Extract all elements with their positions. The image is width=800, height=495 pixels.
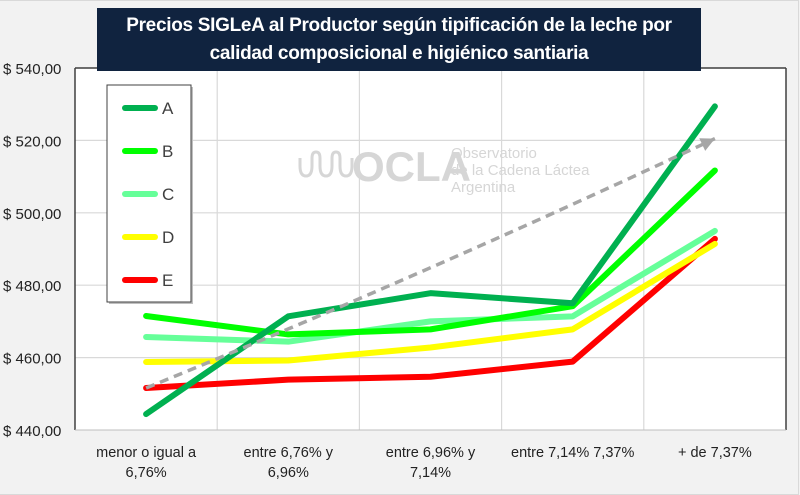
- trendline: [145, 137, 716, 390]
- watermark-line-1: Observatorio: [451, 145, 537, 162]
- y-tick-label: $ 480,00: [3, 278, 61, 295]
- y-axis-ticks: $ 440,00 $ 460,00 $ 480,00 $ 500,00 $ 520,00…: [3, 61, 61, 440]
- y-tick-label: $ 500,00: [3, 206, 61, 223]
- chart-title-line-2: calidad composicional e higiénico santia…: [209, 43, 589, 64]
- x-tick-label: 6,76%: [126, 465, 167, 481]
- x-tick-label: entre 6,96% y: [386, 445, 476, 461]
- y-tick-label: $ 440,00: [3, 423, 61, 440]
- x-tick-label: 6,96%: [268, 465, 309, 481]
- legend: A B C D E: [106, 84, 193, 304]
- series-line-d: [143, 240, 718, 365]
- legend-label-c: C: [162, 185, 174, 204]
- x-tick-label: entre 6,76% y: [244, 445, 334, 461]
- trendline-arrow-icon: [699, 138, 715, 151]
- y-tick-label: $ 460,00: [3, 351, 61, 368]
- series-layer: [143, 103, 718, 418]
- trendline-layer: [145, 137, 716, 390]
- watermark-line-3: Argentina: [451, 179, 516, 196]
- legend-label-b: B: [162, 142, 173, 161]
- legend-label-d: D: [162, 228, 174, 247]
- ocla-wave-icon: [298, 150, 354, 178]
- legend-label-e: E: [162, 271, 173, 290]
- chart-title: Precios SIGLeA al Productor según tipifi…: [97, 8, 701, 71]
- series-line-a: [143, 103, 718, 418]
- watermark-line-2: de la Cadena Láctea: [451, 162, 590, 179]
- series-line-e: [143, 235, 718, 392]
- series-line-c: [143, 227, 718, 345]
- x-tick-label: 7,14%: [410, 465, 451, 481]
- y-tick-label: $ 520,00: [3, 133, 61, 150]
- x-axis-ticks: menor o igual a 6,76% entre 6,76% y 6,96% en…: [96, 445, 752, 481]
- chart-title-line-1: Precios SIGLeA al Productor según tipifi…: [126, 15, 672, 36]
- watermark-logo-text: OCLA: [352, 143, 471, 190]
- legend-label-a: A: [162, 99, 174, 118]
- ocla-watermark: OCLA Observatorio de la Cadena Láctea Ar…: [298, 143, 590, 196]
- x-tick-label: menor o igual a: [96, 445, 197, 461]
- x-tick-label: + de 7,37%: [678, 445, 752, 461]
- y-tick-label: $ 540,00: [3, 61, 61, 78]
- x-tick-label: entre 7,14% 7,37%: [511, 445, 634, 461]
- series-line-b: [143, 167, 718, 338]
